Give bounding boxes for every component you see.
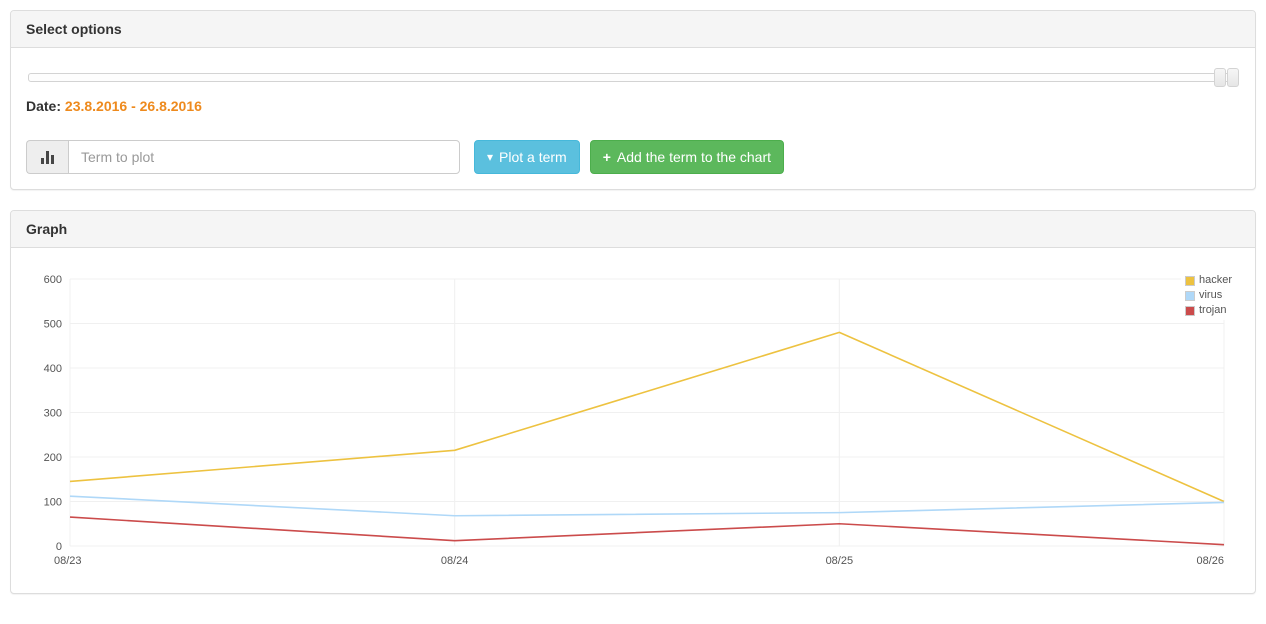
legend-swatch-trojan [1184,305,1195,316]
date-label: Date: [26,98,62,114]
bar-chart-icon [41,150,54,164]
select-options-panel-body: Date: 23.8.2016 - 26.8.2016 ▾ Plot a ter… [11,48,1255,189]
select-options-panel: Select options Date: 23.8.2016 - 26.8.20… [10,10,1256,190]
chart-legend: hacker virus trojan [1180,271,1236,320]
legend-label-hacker: hacker [1198,274,1232,286]
x-axis-tick-label: 08/23 [54,555,82,567]
plot-term-button-label: Plot a term [499,149,567,165]
series-line-virus [69,495,1225,517]
graph-panel-title: Graph [26,221,68,237]
date-range-value: 23.8.2016 - 26.8.2016 [64,98,202,114]
legend-item-hacker: hacker [1184,273,1232,288]
y-axis-tick-label: 600 [44,274,62,286]
y-axis-tick-label: 0 [56,541,62,553]
x-axis-tick-label: 08/26 [1196,555,1224,567]
term-input[interactable] [68,140,460,174]
plus-icon: + [602,149,611,165]
term-input-addon [26,140,68,174]
slider-handle-left[interactable] [1214,68,1226,87]
legend-item-trojan: trojan [1184,303,1232,318]
add-term-button[interactable]: + Add the term to the chart [589,140,785,174]
y-axis-tick-label: 500 [44,319,62,331]
series-line-hacker [69,331,1225,503]
line-chart-svg: 0 100 200 300 400 500 600 08/23 08/24 08/25 08/26 [44,274,1225,567]
y-axis-tick-label: 300 [44,408,62,420]
graph-panel-body: hacker virus trojan 0 100 200 300 400 500 600 08/… [11,248,1255,593]
series-line-trojan [69,516,1225,546]
graph-panel-heading: Graph [11,211,1255,248]
legend-label-trojan: trojan [1198,304,1227,316]
legend-swatch-hacker [1184,275,1195,286]
term-input-group [26,140,460,174]
y-axis-tick-label: 200 [44,452,62,464]
select-options-panel-heading: Select options [11,11,1255,48]
legend-item-virus: virus [1184,288,1232,303]
slider-handle-right[interactable] [1227,68,1239,87]
caret-down-icon: ▾ [487,150,494,164]
x-axis-tick-label: 08/25 [826,555,854,567]
plot-term-button[interactable]: ▾ Plot a term [474,140,580,174]
legend-swatch-virus [1184,290,1195,301]
date-line: Date: 23.8.2016 - 26.8.2016 [26,98,1240,114]
add-term-button-label: Add the term to the chart [616,149,772,165]
x-axis-tick-label: 08/24 [441,555,469,567]
legend-label-virus: virus [1198,289,1223,301]
date-range-slider[interactable] [28,68,1239,87]
y-axis-tick-label: 400 [44,363,62,375]
y-axis-tick-label: 100 [44,497,62,509]
term-form-row: ▾ Plot a term + Add the term to the char… [26,140,1240,174]
select-options-panel-title: Select options [26,21,122,37]
line-chart: hacker virus trojan 0 100 200 300 400 500 600 08/… [26,263,1240,578]
graph-panel: Graph hacker virus trojan 0 100 200 300 400 500… [10,210,1256,594]
